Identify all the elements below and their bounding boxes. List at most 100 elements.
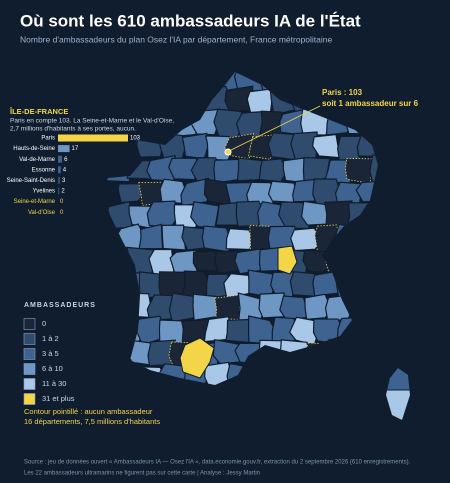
- department: [304, 293, 332, 320]
- bar-category-label: Val-de-Marne: [19, 157, 56, 163]
- department: [336, 316, 364, 346]
- footer-source: Source : jeu de données ouvert « Ambassa…: [24, 460, 411, 466]
- department: [346, 293, 375, 322]
- department: [181, 86, 210, 114]
- department: [333, 223, 362, 254]
- department: [303, 342, 330, 366]
- legend-label: 1 à 2: [42, 334, 59, 343]
- department: [115, 365, 144, 385]
- department: [116, 90, 145, 114]
- department: [104, 341, 134, 365]
- department: [334, 366, 366, 385]
- bar-value-label: 0: [60, 210, 64, 216]
- bar: [58, 187, 60, 195]
- department: [383, 133, 409, 158]
- bar-category-label: Hauts-de-Seine: [13, 146, 55, 152]
- subtitle: Nombre d'ambassadeurs du plan Osez l'IA …: [20, 34, 333, 44]
- department: [226, 362, 252, 385]
- corsica: [386, 368, 410, 420]
- bar: [58, 145, 70, 153]
- department: [258, 384, 290, 385]
- department: [146, 200, 178, 229]
- legend-label: 3 à 5: [42, 349, 59, 358]
- department: [269, 90, 299, 116]
- department: [357, 362, 378, 385]
- department: [201, 225, 231, 253]
- department: [345, 158, 374, 184]
- legend-title: AMBASSADEURS: [24, 302, 96, 309]
- legend-note: Contour pointillé : aucun ambassadeur: [24, 407, 153, 416]
- department: [368, 72, 378, 92]
- department: [355, 224, 378, 251]
- legend-label: 0: [42, 319, 46, 328]
- legend-swatch: [23, 348, 36, 360]
- bar-value-label: 6: [64, 157, 68, 163]
- legend-swatch: [23, 378, 36, 390]
- legend-label: 31 et plus: [42, 394, 75, 403]
- department: [369, 246, 378, 273]
- department: [135, 88, 167, 114]
- department: [171, 72, 201, 92]
- department: [192, 72, 222, 90]
- department: [347, 202, 374, 228]
- department: [380, 271, 409, 298]
- department: [322, 338, 355, 369]
- bar-value-label: 17: [72, 146, 79, 152]
- bar-value-label: 3: [62, 178, 66, 184]
- department: [356, 272, 378, 299]
- inset-text: Paris en compte 103. La Seine-et-Marne e…: [10, 118, 174, 125]
- legend-note: 16 départements, 7,5 millions d'habitant…: [24, 417, 160, 426]
- department: [312, 270, 341, 297]
- bar: [58, 166, 61, 174]
- department: [281, 387, 306, 413]
- department: [138, 223, 164, 250]
- bar: [58, 176, 61, 184]
- department: [366, 202, 378, 226]
- department: [181, 132, 210, 160]
- department: [124, 72, 155, 93]
- legend-swatch: [23, 333, 36, 345]
- title: Où sont les 610 ambassadeurs IA de l'Éta…: [20, 11, 361, 30]
- department: [247, 362, 278, 385]
- department: [168, 157, 198, 181]
- department-highlight: [179, 337, 215, 379]
- department: [346, 248, 374, 277]
- bar-category-label: Yvelines: [33, 189, 55, 195]
- inset-text: 2,7 millions d'habitants à ses portes, a…: [10, 126, 136, 133]
- bar-value-label: 4: [63, 167, 67, 173]
- department: [386, 389, 410, 420]
- legend-swatch: [23, 318, 36, 330]
- department: [279, 339, 311, 365]
- department: [367, 110, 378, 136]
- legend-label: 11 à 30: [42, 379, 66, 388]
- department: [325, 249, 353, 276]
- department: [355, 315, 378, 344]
- department: [379, 225, 406, 250]
- department: [290, 131, 318, 161]
- bar-category-label: Paris: [41, 136, 55, 142]
- department: [356, 131, 378, 158]
- department: [325, 386, 351, 412]
- department: [289, 87, 322, 113]
- department: [370, 293, 378, 323]
- department: [236, 386, 265, 411]
- department: [172, 384, 199, 385]
- department: [146, 72, 176, 89]
- department: [316, 361, 341, 385]
- department: [214, 294, 242, 321]
- department: [280, 72, 308, 87]
- department: [303, 386, 327, 413]
- department: [269, 363, 300, 385]
- department: [106, 72, 133, 91]
- department: [380, 179, 408, 205]
- department: [135, 132, 164, 158]
- department: [279, 295, 307, 320]
- department: [158, 85, 190, 114]
- department: [379, 320, 408, 341]
- bar-category-label: Essonne: [32, 167, 56, 173]
- department: [180, 177, 209, 207]
- inset-title: ÎLE-DE-FRANCE: [9, 107, 68, 116]
- legend-label: 6 à 10: [42, 364, 63, 373]
- department: [117, 183, 144, 204]
